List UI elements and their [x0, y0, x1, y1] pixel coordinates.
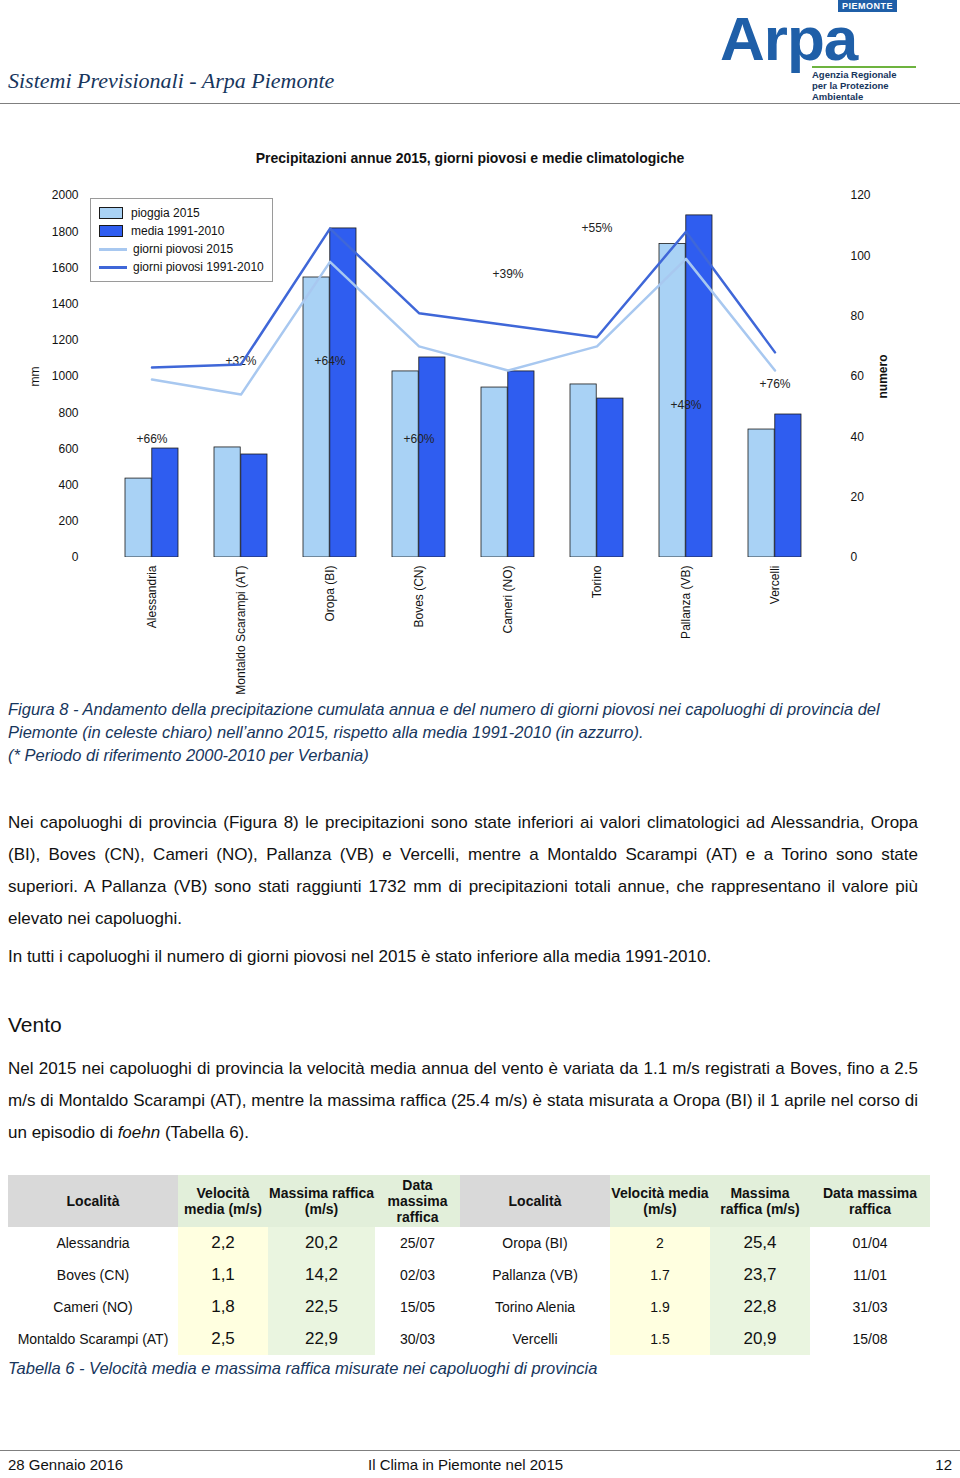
html-text:(* Periodo di riferimento 2000: (* Periodo di riferimento 2000-2010 per …	[8, 746, 369, 764]
html-text:28 Gennaio 2016: 28 Gennaio 2016	[8, 1456, 124, 1473]
html-text:1,8: 1,8	[211, 1297, 235, 1316]
html-text:Sistemi Previsionali - Arpa Pi: Sistemi Previsionali - Arpa Piemonte	[8, 68, 335, 93]
html-text:31/03: 31/03	[852, 1299, 888, 1315]
svg-text:1600: 1600	[52, 261, 79, 275]
svg-text:1400: 1400	[52, 297, 79, 311]
svg-text:Cameri (NO): Cameri (NO)	[501, 565, 515, 633]
html-text:30/03: 30/03	[400, 1331, 435, 1347]
svg-text:+60%: +60%	[403, 432, 434, 446]
svg-text:800: 800	[58, 406, 78, 420]
html-text:1.5: 1.5	[650, 1331, 670, 1347]
html-text:20,2: 20,2	[305, 1233, 338, 1252]
html-text:In tutti i capoluoghi il numer: In tutti i capoluoghi il numero di giorn…	[8, 947, 712, 966]
svg-text:Montaldo Scarampi (AT): Montaldo Scarampi (AT)	[234, 566, 248, 695]
html-text:22,5: 22,5	[305, 1297, 338, 1316]
svg-text:120: 120	[851, 188, 871, 202]
svg-text:Pallanza (VB): Pallanza (VB)	[679, 566, 693, 639]
html-text:Arpa: Arpa	[720, 4, 858, 73]
svg-text:Alessandria: Alessandria	[145, 565, 159, 628]
svg-text:+64%: +64%	[314, 354, 345, 368]
html-text:Tabella 6 - Velocità media e m: Tabella 6 - Velocità media e massima raf…	[8, 1359, 598, 1377]
svg-text:Vercelli: Vercelli	[768, 566, 782, 605]
svg-text:20: 20	[851, 490, 865, 504]
html-text:23,7: 23,7	[743, 1265, 777, 1284]
html-text:Data massima raffica: Data massima raffica	[822, 1185, 918, 1217]
html-text:Data massima raffica: Data massima raffica	[387, 1177, 448, 1225]
html-text:Alessandria: Alessandria	[56, 1235, 130, 1251]
svg-text:+55%: +55%	[581, 221, 612, 235]
html-text:2,5: 2,5	[211, 1329, 235, 1348]
svg-text:+66%: +66%	[136, 432, 167, 446]
html-text:pioggia 2015: pioggia 2015	[131, 206, 200, 220]
html-text:1,1: 1,1	[211, 1265, 235, 1284]
svg-text:200: 200	[58, 514, 78, 528]
html-text:Figura 8 - Andamento della pre: Figura 8 - Andamento della precipitazion…	[8, 700, 880, 741]
html-text:per la Protezione Ambientale: per la Protezione Ambientale	[812, 80, 889, 102]
html-text:Nel 2015 nei capoluoghi di pro: Nel 2015 nei capoluoghi di provincia la …	[8, 1059, 918, 1142]
html-text:02/03: 02/03	[400, 1267, 435, 1283]
html-text:Nei capoluoghi di provincia (F: Nei capoluoghi di provincia (Figura 8) l…	[8, 813, 918, 928]
svg-text:+76%: +76%	[759, 377, 790, 391]
svg-text:80: 80	[851, 309, 865, 323]
svg-text:Torino: Torino	[590, 565, 604, 598]
html-text:Vercelli: Vercelli	[512, 1331, 558, 1347]
svg-text:0: 0	[851, 550, 858, 564]
html-text:Torino Alenia: Torino Alenia	[494, 1299, 576, 1315]
svg-text:1800: 1800	[52, 225, 79, 239]
svg-text:2000: 2000	[52, 188, 79, 202]
html-text:Il Clima in Piemonte nel 2015: Il Clima in Piemonte nel 2015	[368, 1456, 564, 1473]
html-text:Boves (CN): Boves (CN)	[56, 1267, 130, 1283]
html-text:1.7: 1.7	[650, 1267, 670, 1283]
html-text:Velocità media (m/s): Velocità media (m/s)	[611, 1185, 709, 1217]
html-text:Montaldo Scarampi (AT): Montaldo Scarampi (AT)	[17, 1331, 169, 1347]
html-text:Massima raffica (m/s): Massima raffica (m/s)	[720, 1185, 800, 1217]
svg-text:60: 60	[851, 369, 865, 383]
svg-text:Boves (CN): Boves (CN)	[412, 566, 426, 628]
html-text:Massima raffica (m/s): Massima raffica (m/s)	[269, 1185, 374, 1217]
svg-text:1200: 1200	[52, 333, 79, 347]
html-text:1.9: 1.9	[650, 1299, 670, 1315]
html-text:15/05: 15/05	[400, 1299, 435, 1315]
html-text:20,9: 20,9	[743, 1329, 777, 1348]
html-text:2: 2	[656, 1235, 664, 1251]
html-text:25,4: 25,4	[743, 1233, 777, 1252]
html-text:giorni piovosi 2015: giorni piovosi 2015	[133, 242, 234, 256]
html-text:Cameri (NO): Cameri (NO)	[53, 1299, 133, 1315]
html-text:25/07: 25/07	[400, 1235, 435, 1251]
html-text:media 1991-2010: media 1991-2010	[131, 224, 225, 238]
svg-text:1000: 1000	[52, 369, 79, 383]
html-text:Località: Località	[508, 1193, 562, 1209]
html-text:Vento: Vento	[8, 1013, 62, 1036]
svg-text:40: 40	[851, 430, 865, 444]
html-text:22,8: 22,8	[743, 1297, 777, 1316]
html-text:15/08: 15/08	[852, 1331, 888, 1347]
svg-text:+32%: +32%	[225, 354, 256, 368]
html-text:Precipitazioni annue 2015, gio: Precipitazioni annue 2015, giorni piovos…	[255, 150, 685, 166]
html-text:12: 12	[935, 1456, 952, 1473]
html-text:Velocità media (m/s): Velocità media (m/s)	[184, 1185, 262, 1217]
html-text:22,9: 22,9	[305, 1329, 338, 1348]
html-text:giorni piovosi 1991-2010: giorni piovosi 1991-2010	[133, 260, 264, 274]
html-text:14,2: 14,2	[305, 1265, 338, 1284]
html-text:01/04: 01/04	[852, 1235, 888, 1251]
svg-text:+39%: +39%	[492, 267, 523, 281]
html-text:11/01: 11/01	[853, 1267, 887, 1283]
html-text:Pallanza (VB): Pallanza (VB)	[492, 1267, 578, 1283]
svg-text:600: 600	[58, 442, 78, 456]
svg-text:Oropa (BI): Oropa (BI)	[323, 565, 337, 621]
svg-text:mm: mm	[28, 367, 42, 387]
svg-text:0: 0	[72, 550, 79, 564]
svg-text:numero: numero	[876, 354, 890, 398]
html-text:PIEMONTE: PIEMONTE	[842, 1, 893, 11]
html-text:Oropa (BI): Oropa (BI)	[502, 1235, 568, 1251]
html-text:2,2: 2,2	[211, 1233, 235, 1252]
svg-text:100: 100	[851, 249, 871, 263]
svg-text:+48%: +48%	[670, 398, 701, 412]
html-text:Agenzia Regionale: Agenzia Regionale	[812, 69, 897, 80]
html-text:Località: Località	[66, 1193, 120, 1209]
svg-text:400: 400	[58, 478, 78, 492]
